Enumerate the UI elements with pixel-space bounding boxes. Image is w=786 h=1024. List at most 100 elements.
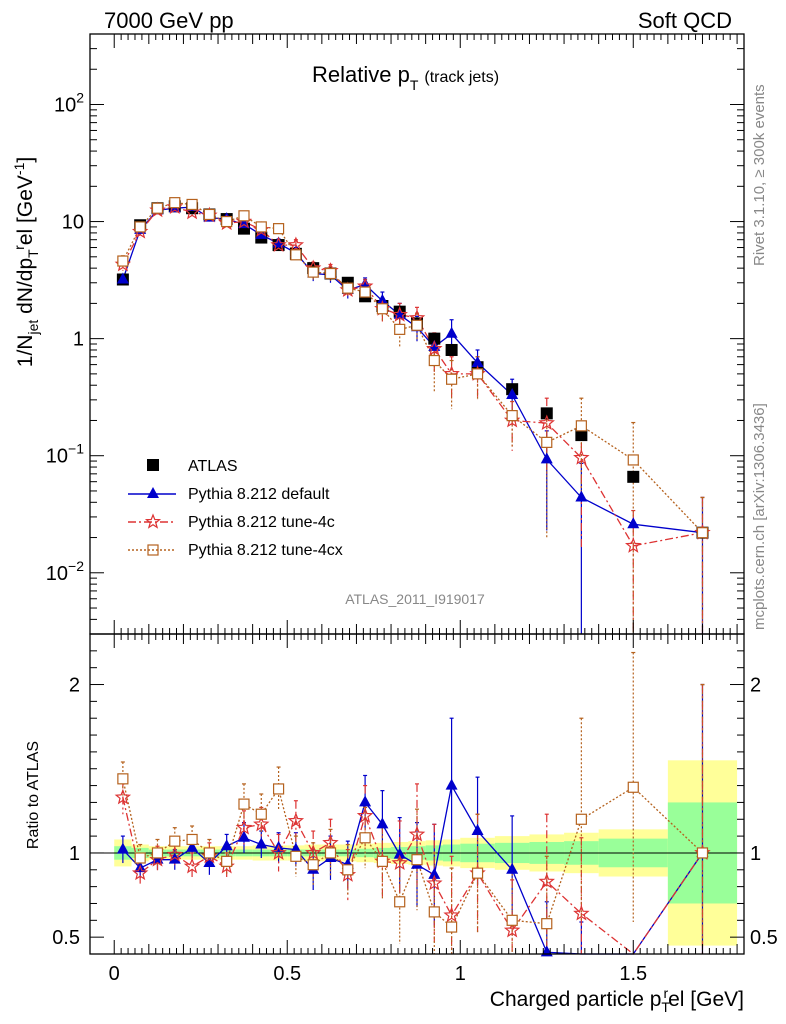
ratio-point-tune4cx bbox=[186, 833, 198, 846]
data-point-default bbox=[116, 272, 129, 284]
ratio-point-tune4cx bbox=[169, 835, 181, 847]
ratio-point-default bbox=[428, 867, 441, 879]
ratio-point-tune4c bbox=[166, 845, 183, 862]
main-panel bbox=[114, 197, 711, 634]
ratio-panel-frame bbox=[89, 633, 745, 955]
data-point-tune4cx bbox=[255, 221, 267, 233]
data-point-default bbox=[237, 217, 250, 229]
ratio-point-tune4c bbox=[391, 854, 408, 871]
data-point-default bbox=[471, 355, 484, 367]
data-point-tune4cx bbox=[627, 454, 639, 466]
ratio-point-tune4cx bbox=[151, 847, 164, 859]
data-point-default bbox=[428, 339, 441, 351]
data-point-tune4cx bbox=[541, 436, 553, 448]
data-point-default bbox=[627, 517, 640, 529]
data-point-atlas bbox=[575, 429, 588, 442]
data-point-tune4cx bbox=[324, 267, 337, 280]
ratio-y-tick-label-right: 1 bbox=[750, 843, 761, 865]
x-tick-label: 0.5 bbox=[273, 963, 301, 985]
ratio-point-tune4cx bbox=[627, 781, 639, 793]
ratio-point-default bbox=[540, 945, 553, 957]
data-point-tune4cx bbox=[394, 323, 406, 335]
data-point-tune4c bbox=[573, 449, 590, 465]
data-point-tune4c bbox=[538, 414, 555, 431]
ratio-point-tune4c bbox=[287, 812, 305, 828]
x-tick-label: 1 bbox=[455, 963, 466, 985]
rivet-label: Rivet 3.1.10, ≥ 300k events bbox=[751, 84, 768, 266]
ratio-point-tune4c bbox=[270, 844, 287, 860]
data-point-tune4cx bbox=[272, 223, 285, 235]
ratio-point-tune4c bbox=[443, 906, 460, 923]
legend-label-default: Pythia 8.212 default bbox=[188, 486, 330, 503]
ratio-point-default bbox=[255, 837, 268, 849]
plot-title-note: (track jets) bbox=[424, 69, 499, 86]
data-point-atlas bbox=[428, 332, 441, 345]
legend-marker-atlas bbox=[147, 459, 159, 471]
x-axis-title: Charged particle pTrel [GeV] bbox=[490, 985, 744, 1015]
data-point-tune4cx bbox=[376, 303, 388, 315]
data-point-tune4cx bbox=[290, 249, 302, 261]
ratio-point-default bbox=[237, 830, 250, 842]
ratio-point-default bbox=[393, 847, 406, 859]
plot-title: Relative pT (track jets) bbox=[312, 62, 499, 93]
ratio-y-tick-label-right: 2 bbox=[750, 675, 761, 697]
data-point-atlas bbox=[627, 470, 640, 483]
data-point-tune4c bbox=[624, 537, 642, 553]
ratio-point-tune4cx bbox=[342, 864, 354, 876]
data-point-tune4c bbox=[287, 236, 305, 253]
series-line-default bbox=[122, 206, 703, 534]
data-point-tune4cx bbox=[117, 255, 129, 267]
ratio-point-default bbox=[203, 856, 216, 868]
y-tick-label: 1 bbox=[73, 329, 84, 351]
data-point-tune4c bbox=[391, 306, 408, 322]
ratio-point-default bbox=[186, 840, 199, 852]
ratio-y-tick-label-left: 2 bbox=[69, 675, 80, 697]
ratio-point-default bbox=[359, 795, 372, 807]
ratio-point-tune4cx bbox=[307, 859, 319, 871]
ratio-point-tune4c bbox=[356, 807, 374, 823]
legend-marker-default bbox=[147, 487, 159, 498]
data-point-default bbox=[575, 490, 588, 502]
data-point-tune4cx bbox=[446, 373, 458, 385]
x-tick-label: 1.5 bbox=[619, 963, 647, 985]
data-point-tune4cx bbox=[307, 266, 319, 278]
legend-label-atlas: ATLAS bbox=[188, 458, 238, 475]
data-point-default bbox=[359, 277, 372, 289]
data-point-tune4cx bbox=[359, 286, 371, 298]
ratio-point-default bbox=[220, 839, 233, 851]
ratio-point-tune4cx bbox=[255, 808, 267, 820]
y-tick-label: 10−1 bbox=[46, 441, 84, 468]
ratio-point-tune4cx bbox=[696, 847, 709, 859]
data-point-atlas bbox=[445, 343, 458, 356]
ratio-point-tune4cx bbox=[238, 798, 250, 810]
data-point-default bbox=[506, 388, 519, 400]
legend: ATLAS Pythia 8.212 default Pythia 8.212 … bbox=[128, 458, 343, 559]
ratio-point-tune4cx bbox=[446, 921, 458, 933]
mcplots-label: mcplots.cern.ch [arXiv:1306.3436] bbox=[751, 403, 768, 630]
analysis-watermark: ATLAS_2011_I919017 bbox=[345, 591, 485, 607]
y-axis-title-main: 1/Njet dN/dpTrel [GeV-1] bbox=[11, 157, 41, 367]
ratio-line-tune4c bbox=[122, 797, 704, 955]
ratio-point-tune4c bbox=[252, 815, 270, 832]
ratio-point-default bbox=[116, 842, 129, 854]
data-point-tune4cx bbox=[238, 210, 250, 222]
ratio-point-tune4c bbox=[538, 872, 556, 889]
data-point-tune4cx bbox=[169, 197, 181, 209]
data-point-tune4cx bbox=[134, 221, 146, 233]
x-tick-label: 0 bbox=[109, 963, 120, 985]
ratio-point-tune4cx bbox=[428, 906, 440, 918]
ratio-y-tick-label-left: 0.5 bbox=[52, 927, 80, 949]
ratio-point-tune4c bbox=[304, 844, 322, 860]
data-point-tune4cx bbox=[411, 319, 423, 331]
ratio-point-tune4c bbox=[573, 904, 590, 921]
plot-title-main: Relative p bbox=[312, 62, 410, 87]
y-axis-title-ratio: Ratio to ATLAS bbox=[25, 741, 42, 849]
data-point-default bbox=[376, 293, 389, 305]
legend-label-tune4cx: Pythia 8.212 tune-4cx bbox=[188, 542, 343, 559]
ratio-point-tune4cx bbox=[221, 855, 233, 867]
ratio-point-tune4c bbox=[503, 921, 521, 938]
ratio-point-tune4c bbox=[235, 819, 253, 835]
data-point-default bbox=[445, 326, 458, 338]
ratio-point-tune4c bbox=[322, 834, 339, 850]
ratio-point-tune4c bbox=[426, 874, 443, 891]
